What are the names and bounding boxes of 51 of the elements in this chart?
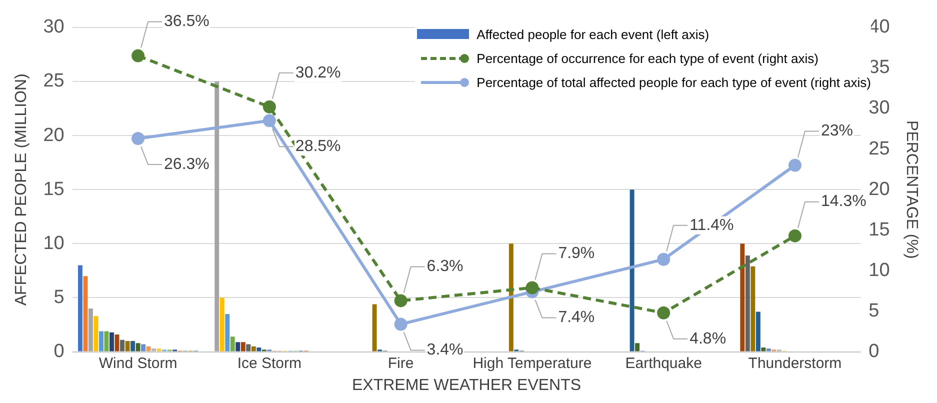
data-label: 26.3%	[164, 156, 210, 173]
y2-tick-label: 10	[868, 260, 890, 281]
point	[262, 100, 276, 114]
y-tick-label: 25	[43, 70, 64, 92]
y2-tick-label: 15	[868, 219, 890, 240]
x-tick-label: Fire	[388, 354, 414, 372]
x-tick-label: Thunderstorm	[748, 354, 842, 372]
point	[657, 252, 670, 266]
legend-label: Percentage of total affected people for each type of event (right axis)	[476, 74, 871, 90]
y-tick-label: 10	[43, 232, 64, 254]
y2-tick-label: 25	[868, 138, 890, 160]
point	[394, 318, 408, 331]
point	[657, 306, 670, 320]
point	[262, 114, 276, 128]
bar	[83, 276, 88, 352]
y2-axis-title: PERCENTAGE (%)	[902, 120, 920, 259]
y-tick-label: 0	[54, 341, 64, 362]
y-tick-label: 5	[54, 286, 64, 308]
data-label: 4.8%	[690, 330, 726, 348]
data-label: 3.4%	[426, 342, 464, 359]
y-tick-label: 30	[43, 16, 64, 38]
y2-tick-label: 30	[868, 98, 890, 119]
x-tick-label: Ice Storm	[237, 354, 302, 372]
point	[788, 158, 802, 172]
point	[394, 294, 408, 308]
y2-tick-label: 20	[868, 178, 890, 200]
y-axis-title: AFFECTED PEOPLE (MILLION)	[13, 74, 30, 306]
legend-label: Percentage of occurrence for each type of event (right axis)	[476, 50, 818, 66]
x-axis-title: EXTREME WEATHER EVENTS	[352, 376, 582, 394]
y-tick-label: 15	[43, 178, 64, 200]
data-label: 14.3%	[820, 193, 866, 210]
point	[526, 281, 539, 294]
data-label: 11.4%	[690, 216, 734, 234]
legend-label: Affected people for each event (left axis)	[476, 26, 710, 42]
y-tick-label: 20	[43, 124, 64, 146]
point	[788, 229, 802, 242]
data-label: 23%	[820, 122, 854, 140]
x-tick-label: High Temperature	[472, 354, 592, 372]
data-label: 28.5%	[295, 138, 341, 156]
data-label: 7.9%	[558, 245, 595, 262]
x-tick-label: Earthquake	[625, 354, 702, 372]
bar	[78, 265, 82, 352]
x-tick-label: Wind Storm	[98, 354, 178, 372]
y2-tick-label: 0	[868, 341, 880, 362]
y2-tick-label: 5	[868, 300, 880, 322]
data-label: 7.4%	[558, 309, 595, 326]
point	[132, 132, 145, 146]
point	[132, 49, 145, 62]
data-label: 30.2%	[295, 64, 341, 82]
data-label: 6.3%	[426, 258, 464, 276]
data-label: 36.5%	[164, 13, 210, 30]
